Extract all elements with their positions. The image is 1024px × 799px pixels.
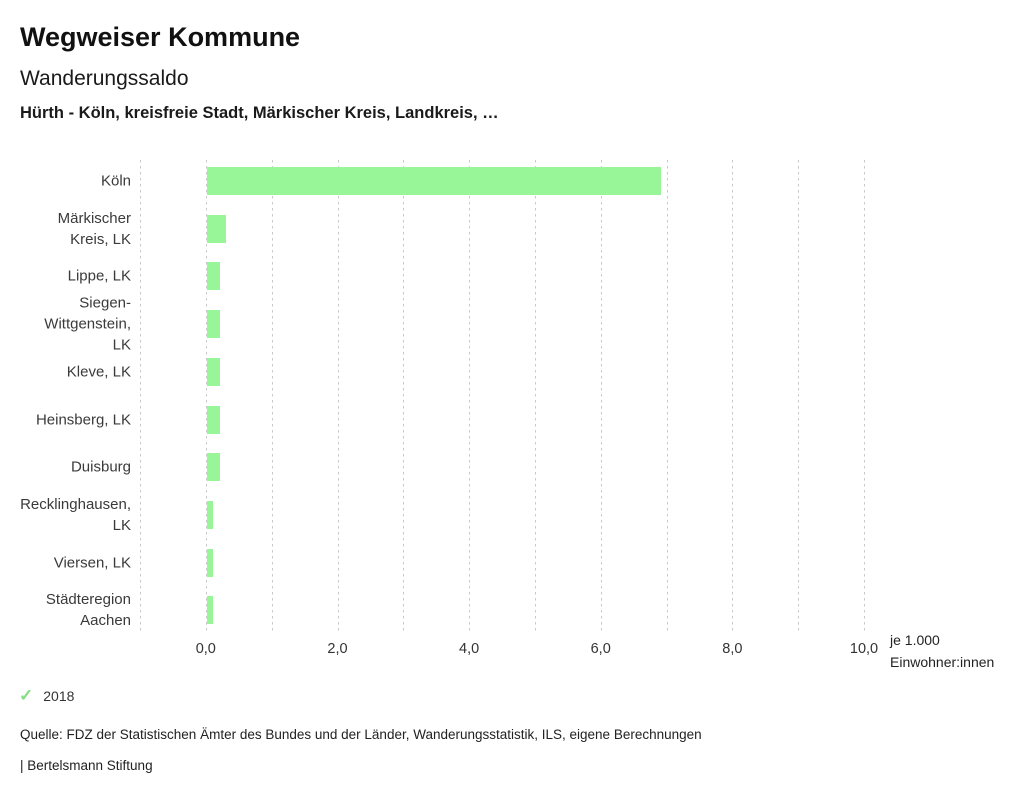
bar-kleve-lk [206,357,220,386]
x-tick-label: 8,0 [722,641,743,657]
x-tick-label: 6,0 [590,641,611,657]
gridline [534,160,536,634]
gridline [337,160,339,634]
bar-siegen-wittgenstein-lk [206,310,220,339]
category-label: Heinsberg, LK [35,411,131,428]
category-label: Köln [100,172,131,190]
bar-lippe-lk [206,262,220,291]
axis-unit-line1: je 1.000 [890,632,940,648]
bar-duisburg [206,453,220,482]
category-label: Kleve, LK [66,363,131,381]
x-tick-label: 4,0 [459,641,480,657]
chart-subtitle: Hürth - Köln, kreisfreie Stadt, Märkisch… [20,104,499,122]
gridline [205,160,207,634]
category-label: Duisburg [70,458,131,476]
legend-year-label: 2018 [43,687,75,704]
gridline [864,160,865,634]
attribution: | Bertelsmann Stiftung [20,758,153,773]
bar-viersen-lk [206,548,214,577]
gridline [732,160,734,634]
source-note: Quelle: FDZ der Statistischen Ämter des … [20,727,702,742]
category-label: Lippe, LK [67,267,131,285]
bar-märkischer-kreis-lk [206,214,227,243]
bar-köln [206,167,661,195]
bar-städteregion-aachen [206,596,214,625]
gridline [140,160,141,634]
category-label: Viersen, LK [53,554,131,572]
gridline [469,160,471,634]
bar-recklinghausen-lk [206,500,214,529]
category-label: Recklinghausen, LK [20,495,131,534]
axis-unit-label: je 1.000 Einwohner:innen [890,630,994,673]
chart-title: Wanderungssaldo [20,67,189,90]
x-tick-label: 10,0 [849,641,879,657]
category-label: Städteregion Aachen [45,591,131,630]
gridline [271,160,273,634]
gridline [798,160,800,634]
gridline [403,160,405,634]
page-title: Wegweiser Kommune [20,22,301,52]
x-tick-label: 2,0 [327,641,348,657]
category-label: Märkischer Kreis, LK [57,209,131,248]
axis-unit-line2: Einwohner:innen [890,653,995,670]
checkmark-icon: ✓ [19,686,34,705]
legend: ✓ 2018 [19,687,74,704]
gridline [666,160,668,634]
x-tick-label: 0,0 [195,641,216,657]
category-label: Siegen- Wittgenstein, LK [44,294,131,354]
gridline [600,160,602,634]
bar-heinsberg-lk [206,405,220,434]
